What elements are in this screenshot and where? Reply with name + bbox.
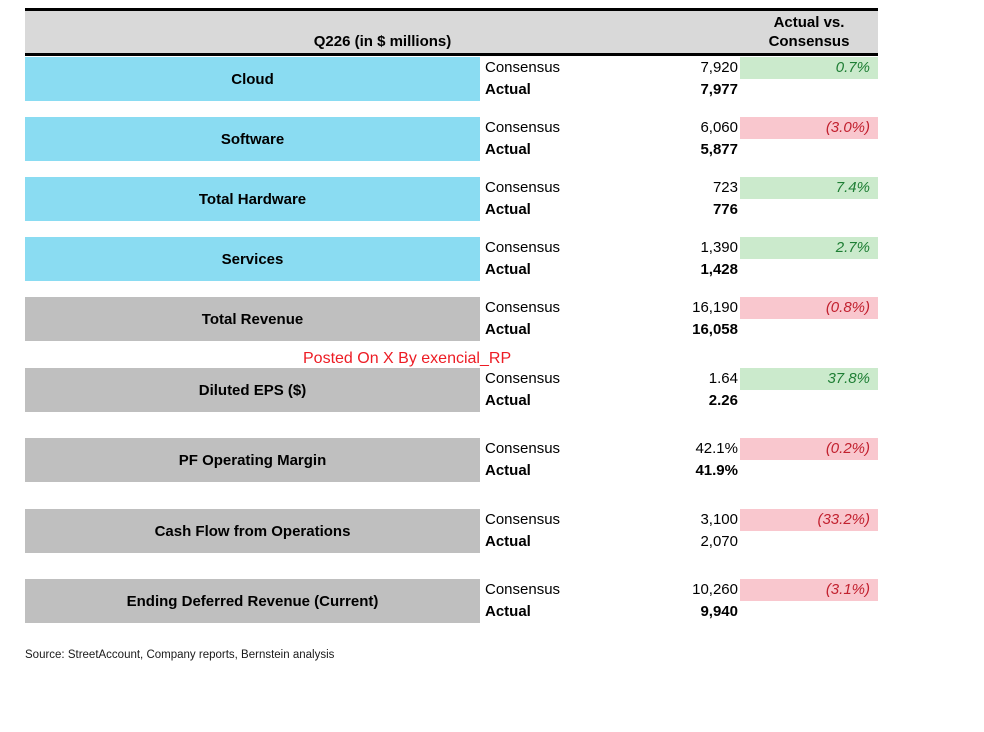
- consensus-value: 42.1%: [695, 440, 738, 457]
- metric-label: Services: [25, 237, 480, 281]
- metric-label: Cloud: [25, 57, 480, 101]
- actual-value: 41.9%: [695, 462, 738, 479]
- metric-label: Total Revenue: [25, 297, 480, 341]
- consensus-value: 723: [712, 179, 738, 196]
- delta-cell: (3.1%): [740, 579, 878, 601]
- consensus-value: 1.64: [708, 370, 738, 387]
- delta-cell: 37.8%: [740, 368, 878, 390]
- actual-label: Actual: [485, 533, 531, 550]
- consensus-value: 6,060: [700, 119, 738, 136]
- consensus-label: Consensus: [485, 119, 561, 136]
- metric-label: PF Operating Margin: [25, 438, 480, 482]
- metric-label: Diluted EPS ($): [25, 368, 480, 412]
- delta-cell: (3.0%): [740, 117, 878, 139]
- consensus-value: 16,190: [692, 299, 738, 316]
- consensus-label: Consensus: [485, 440, 561, 457]
- consensus-label: Consensus: [485, 370, 561, 387]
- consensus-label: Consensus: [485, 239, 561, 256]
- actual-value: 7,977: [700, 81, 738, 98]
- actual-label: Actual: [485, 261, 531, 278]
- column-header-line1: Actual vs.: [773, 14, 845, 31]
- table-row: Services Consensus Actual 1,390 1,428 2.…: [25, 237, 878, 281]
- consensus-label: Consensus: [485, 511, 561, 528]
- consensus-value: 3,100: [700, 511, 738, 528]
- table-header: Q226 (in $ millions) Actual vs. Consensu…: [25, 8, 878, 56]
- delta-cell: 2.7%: [740, 237, 878, 259]
- metric-label: Software: [25, 117, 480, 161]
- actual-value: 776: [712, 201, 738, 218]
- consensus-label: Consensus: [485, 299, 561, 316]
- consensus-value: 7,920: [700, 59, 738, 76]
- delta-cell: (33.2%): [740, 509, 878, 531]
- table-row: Ending Deferred Revenue (Current) Consen…: [25, 579, 878, 623]
- actual-label: Actual: [485, 141, 531, 158]
- table-row: Total Hardware Consensus Actual 723 776 …: [25, 177, 878, 221]
- table-row: PF Operating Margin Consensus Actual 42.…: [25, 438, 878, 482]
- actual-label: Actual: [485, 321, 531, 338]
- actual-value: 9,940: [700, 603, 738, 620]
- delta-cell: (0.8%): [740, 297, 878, 319]
- table-title: Q226 (in $ millions): [313, 33, 452, 50]
- column-header-actual-vs-consensus: Actual vs. Consensus: [740, 13, 878, 51]
- consensus-value: 1,390: [700, 239, 738, 256]
- delta-cell: (0.2%): [740, 438, 878, 460]
- consensus-value: 10,260: [692, 581, 738, 598]
- actual-value: 2.26: [708, 392, 738, 409]
- metric-label: Cash Flow from Operations: [25, 509, 480, 553]
- actual-label: Actual: [485, 603, 531, 620]
- consensus-label: Consensus: [485, 59, 561, 76]
- actual-value: 2,070: [700, 533, 738, 550]
- consensus-label: Consensus: [485, 179, 561, 196]
- actual-label: Actual: [485, 81, 531, 98]
- table-row: Cloud Consensus Actual 7,920 7,977 0.7%: [25, 57, 878, 101]
- delta-cell: 7.4%: [740, 177, 878, 199]
- table-row: Cash Flow from Operations Consensus Actu…: [25, 509, 878, 553]
- table-row: Total Revenue Consensus Actual 16,190 16…: [25, 297, 878, 341]
- watermark-text: Posted On X By exencial_RP: [303, 350, 512, 367]
- metric-label: Ending Deferred Revenue (Current): [25, 579, 480, 623]
- column-header-line2: Consensus: [768, 33, 850, 50]
- actual-value: 16,058: [692, 321, 738, 338]
- table-row: Diluted EPS ($) Consensus Actual 1.64 2.…: [25, 368, 878, 412]
- source-note: Source: StreetAccount, Company reports, …: [25, 649, 335, 661]
- consensus-label: Consensus: [485, 581, 561, 598]
- delta-cell: 0.7%: [740, 57, 878, 79]
- actual-value: 1,428: [700, 261, 738, 278]
- table-row: Software Consensus Actual 6,060 5,877 (3…: [25, 117, 878, 161]
- actual-label: Actual: [485, 462, 531, 479]
- actual-value: 5,877: [700, 141, 738, 158]
- metric-label: Total Hardware: [25, 177, 480, 221]
- actual-label: Actual: [485, 201, 531, 218]
- actual-label: Actual: [485, 392, 531, 409]
